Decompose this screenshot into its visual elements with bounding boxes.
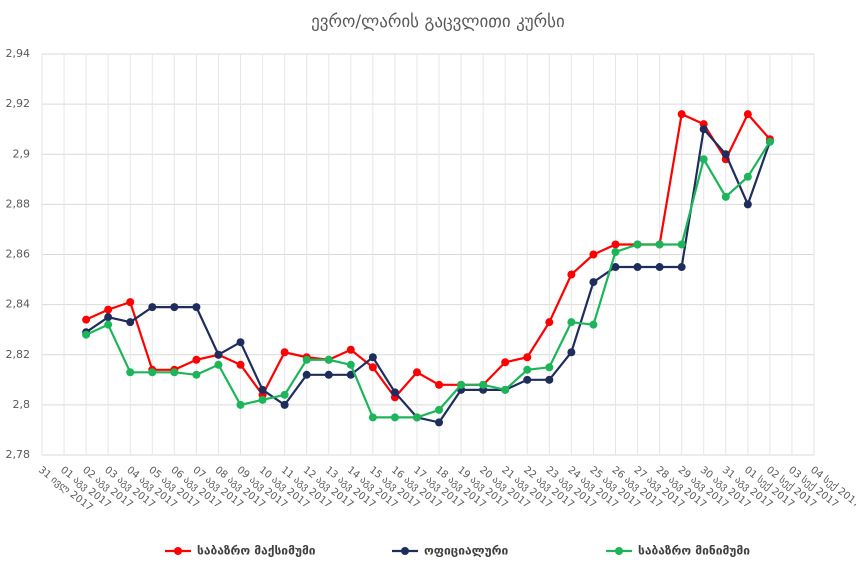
data-point <box>611 263 620 272</box>
data-point <box>170 303 179 312</box>
data-point <box>280 348 289 357</box>
data-point <box>236 400 245 409</box>
data-point <box>412 368 421 377</box>
y-tick-label: 2,86 <box>6 248 31 261</box>
data-point <box>589 278 598 287</box>
data-point <box>412 413 421 422</box>
data-point <box>126 318 135 327</box>
data-point <box>567 318 576 327</box>
data-point <box>368 353 377 362</box>
data-point <box>302 370 311 379</box>
data-point <box>589 320 598 329</box>
data-point <box>721 150 730 159</box>
data-point <box>611 240 620 249</box>
y-tick-label: 2,92 <box>6 97 31 110</box>
series-line <box>85 141 771 419</box>
data-point <box>567 348 576 357</box>
y-tick-label: 2,9 <box>13 147 31 160</box>
data-point <box>523 353 532 362</box>
data-point <box>655 263 664 272</box>
data-point <box>699 155 708 164</box>
data-point <box>368 413 377 422</box>
data-point <box>523 375 532 384</box>
data-point <box>677 263 686 272</box>
data-point <box>324 355 333 364</box>
data-point <box>479 380 488 389</box>
data-point <box>390 388 399 397</box>
legend-marker <box>401 547 409 555</box>
data-point <box>743 200 752 209</box>
legend-marker <box>615 547 623 555</box>
data-point <box>192 303 201 312</box>
data-point <box>302 355 311 364</box>
data-point <box>435 380 444 389</box>
data-point <box>765 137 774 146</box>
data-point <box>368 363 377 372</box>
data-point <box>567 270 576 279</box>
data-point <box>677 240 686 249</box>
data-point <box>346 370 355 379</box>
data-point <box>170 368 179 377</box>
data-point <box>104 320 113 329</box>
data-point <box>545 375 554 384</box>
data-point <box>743 172 752 181</box>
data-point <box>82 315 91 324</box>
data-point <box>699 125 708 134</box>
chart-title: ევრო/ლარის გაცვლითი კურსი <box>311 12 565 32</box>
data-point <box>589 250 598 259</box>
data-point <box>523 365 532 374</box>
data-point <box>346 345 355 354</box>
data-point <box>633 240 642 249</box>
y-tick-label: 2,94 <box>6 47 31 60</box>
data-point <box>280 390 289 399</box>
data-point <box>545 363 554 372</box>
data-point <box>104 305 113 314</box>
y-tick-label: 2,84 <box>6 298 31 311</box>
data-point <box>390 413 399 422</box>
data-point <box>148 303 157 312</box>
y-tick-label: 2,78 <box>6 448 31 461</box>
data-point <box>82 330 91 339</box>
legend-label: ოფიციალური <box>424 544 508 558</box>
data-point <box>501 358 510 367</box>
data-point <box>104 313 113 322</box>
data-point <box>148 368 157 377</box>
data-point <box>192 370 201 379</box>
data-point <box>346 360 355 369</box>
data-point <box>214 350 223 359</box>
data-point <box>435 418 444 427</box>
data-point <box>457 380 466 389</box>
data-point <box>126 368 135 377</box>
data-point <box>324 370 333 379</box>
data-point <box>236 360 245 369</box>
data-point <box>280 400 289 409</box>
data-point <box>743 110 752 119</box>
data-point <box>721 192 730 201</box>
data-point <box>655 240 664 249</box>
y-tick-label: 2,8 <box>13 398 31 411</box>
y-tick-label: 2,82 <box>6 348 31 361</box>
y-tick-label: 2,88 <box>6 197 31 210</box>
data-point <box>236 338 245 347</box>
legend-label: საბაზრო მინიმუმი <box>638 544 750 558</box>
data-point <box>258 385 267 394</box>
data-point <box>258 395 267 404</box>
data-point <box>611 247 620 256</box>
data-point <box>435 405 444 414</box>
legend-marker <box>174 547 182 555</box>
data-point <box>501 385 510 394</box>
legend-label: საბაზრო მაქსიმუმი <box>197 544 316 558</box>
data-point <box>192 355 201 364</box>
data-point <box>214 360 223 369</box>
data-point <box>677 110 686 119</box>
data-point <box>126 298 135 307</box>
data-point <box>545 318 554 327</box>
data-point <box>633 263 642 272</box>
